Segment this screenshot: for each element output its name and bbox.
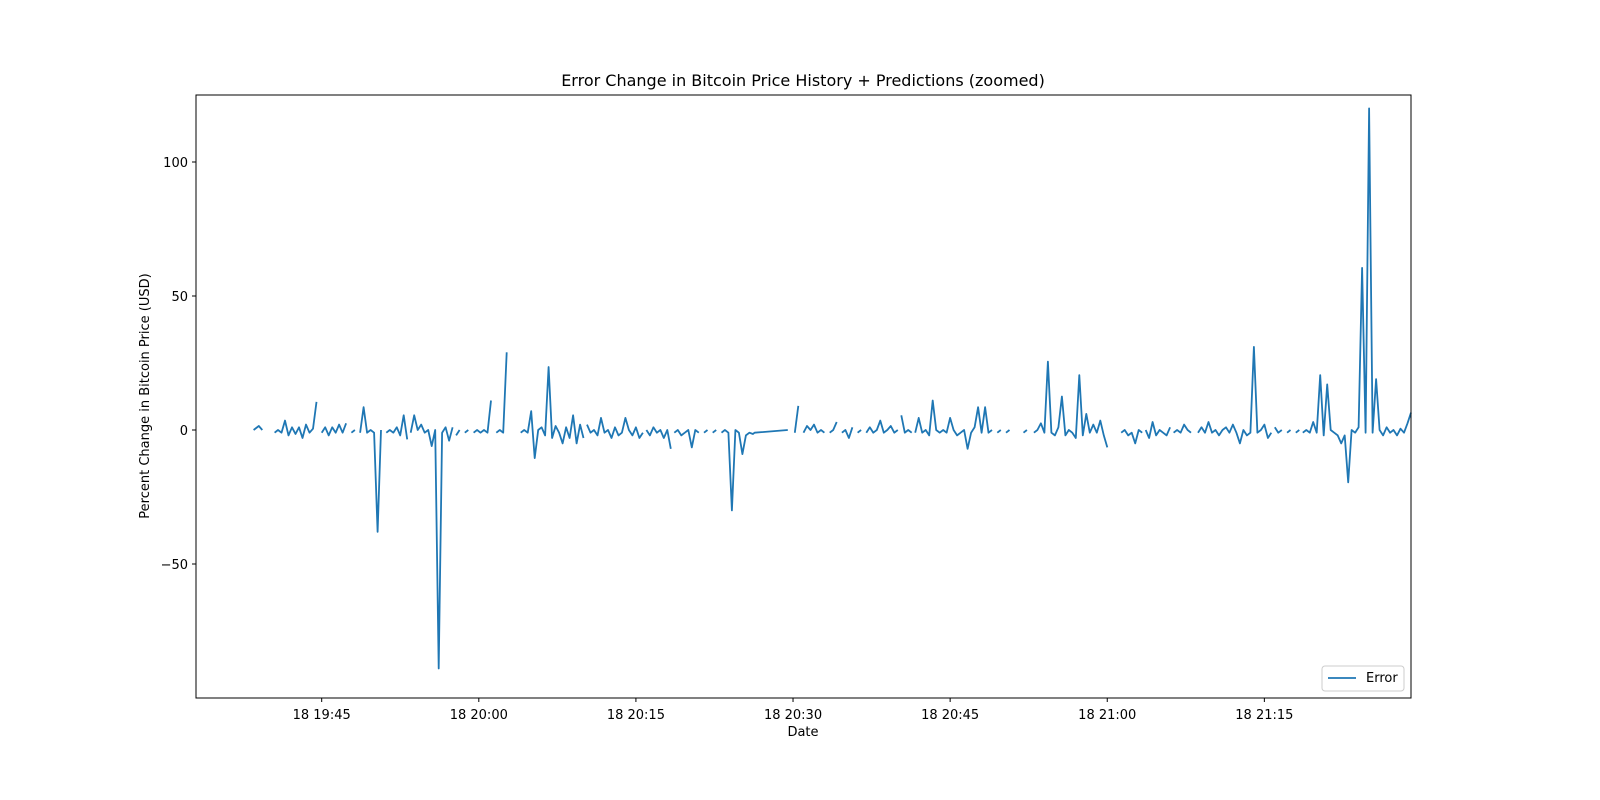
- y-tick-label: 100: [163, 156, 188, 171]
- series-line-segment: [274, 401, 318, 439]
- series-line-segment: [464, 429, 469, 434]
- x-tick-label: 18 21:15: [1235, 708, 1293, 723]
- plot-frame: [195, 94, 1412, 699]
- series-line-segment: [793, 405, 800, 433]
- series-line-segment: [1033, 360, 1109, 448]
- legend: Error: [1321, 665, 1405, 692]
- series-line-segment: [473, 400, 492, 434]
- y-tick-label: −50: [161, 558, 188, 573]
- series-line-segment: [673, 429, 700, 449]
- y-axis: −50 0 50 100: [161, 156, 196, 573]
- series-line-segment: [1274, 426, 1283, 434]
- series-line-segment: [455, 429, 461, 436]
- series-line-segment: [495, 352, 508, 434]
- series-line-segment: [914, 399, 993, 450]
- x-axis: 18 19:45 18 20:00 18 20:15 18 20:30 18 20:45…: [293, 698, 1293, 723]
- series-line-segment: [900, 415, 913, 434]
- x-tick-label: 18 20:00: [450, 708, 508, 723]
- series-line-segment: [645, 426, 672, 449]
- series-line-segment: [1197, 345, 1273, 445]
- series-line-segment: [703, 429, 709, 434]
- x-tick-label: 18 21:00: [1078, 708, 1136, 723]
- series-error: [253, 107, 1412, 670]
- series-line-segment: [1286, 429, 1292, 434]
- series-line-segment: [520, 366, 585, 460]
- y-tick-label: 0: [180, 424, 188, 439]
- y-axis-label: Percent Change in Bitcoin Price (USD): [138, 273, 153, 518]
- legend-box: [1321, 665, 1405, 692]
- x-tick-label: 18 20:15: [607, 708, 665, 723]
- x-tick-label: 18 20:30: [764, 708, 822, 723]
- series-line-segment: [1302, 107, 1412, 484]
- series-line-segment: [802, 423, 825, 434]
- chart-title: Error Change in Bitcoin Price History + …: [561, 71, 1045, 90]
- series-line-segment: [865, 419, 899, 434]
- series-line-segment: [385, 414, 409, 440]
- series-line-segment: [857, 429, 862, 434]
- series-line-segment: [1022, 429, 1028, 434]
- x-tick-label: 18 19:45: [293, 708, 351, 723]
- series-line-segment: [996, 429, 1002, 434]
- series-line-segment: [1005, 429, 1011, 434]
- series-line-segment: [253, 425, 263, 431]
- series-line-segment: [586, 416, 644, 439]
- series-line-segment: [841, 427, 854, 439]
- series-line-segment: [1120, 429, 1143, 445]
- legend-entry-error: Error: [1366, 671, 1398, 686]
- series-line-segment: [1144, 421, 1171, 439]
- y-tick-label: 50: [171, 290, 188, 305]
- x-axis-label: Date: [787, 725, 818, 740]
- series-line-segment: [720, 429, 788, 512]
- x-tick-label: 18 20:45: [921, 708, 979, 723]
- plot-area: [253, 107, 1412, 670]
- series-line-segment: [409, 414, 454, 670]
- series-line-segment: [829, 421, 838, 434]
- series-line-segment: [359, 406, 382, 533]
- series-line-segment: [1173, 423, 1192, 434]
- series-line-segment: [1295, 429, 1300, 434]
- series-line-segment: [712, 429, 717, 434]
- series-line-segment: [350, 429, 356, 434]
- series-line-segment: [320, 422, 347, 437]
